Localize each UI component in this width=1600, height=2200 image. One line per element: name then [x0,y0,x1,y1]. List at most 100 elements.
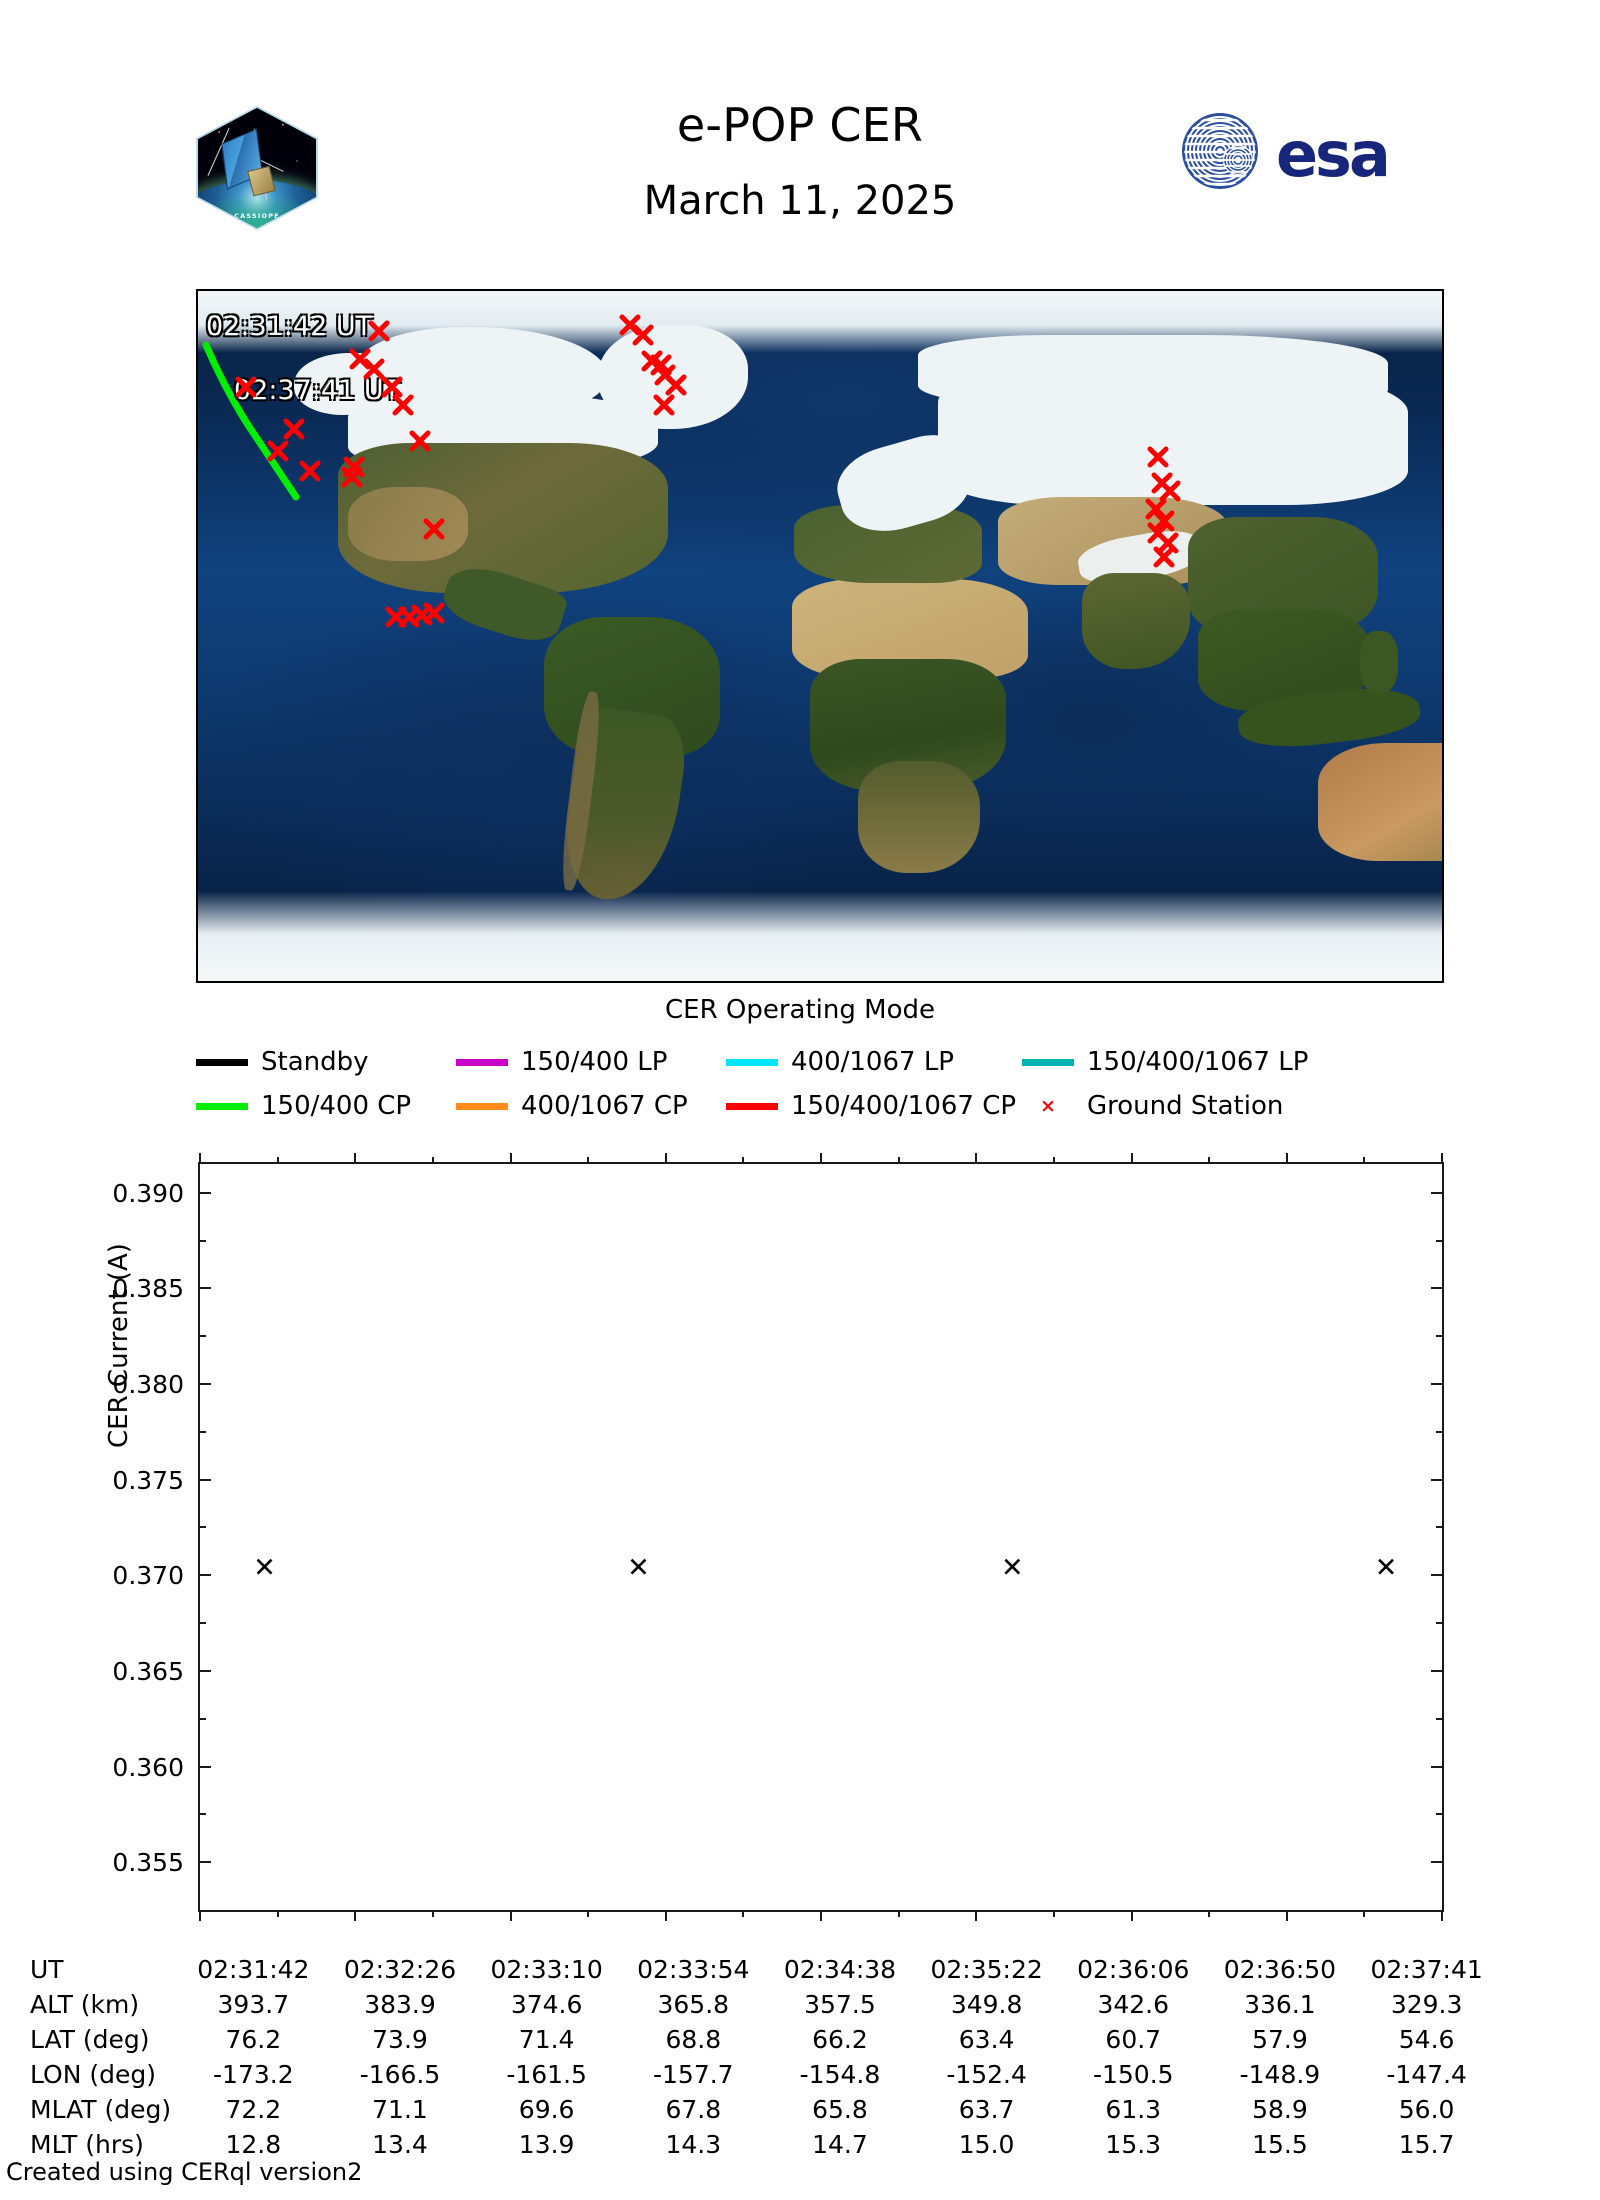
y-axis-minor-tick [1436,1813,1442,1816]
legend-swatch-line-icon [726,1058,778,1066]
table-cell: 13.9 [518,2130,575,2159]
legend-item-150-400-1067-lp[interactable]: 150/400/1067 LP [1022,1047,1308,1077]
table-cell: 71.4 [518,2025,575,2054]
ground-station-marker [653,394,675,416]
x-axis-major-tick [975,1153,978,1164]
y-axis-minor-tick [200,1717,206,1720]
table-row-label: ALT (km) [30,1990,140,2019]
y-axis-tick-label: 0.390 [112,1178,184,1208]
ground-station-marker [283,418,305,440]
ephemeris-table-body: UT 02:31:42 02:32:26 02:33:10 02:33:54 02:34:… [30,1952,1500,2162]
x-axis-minor-tick [431,1157,434,1164]
y-axis-major-tick [200,1478,211,1481]
y-axis-major-tick [1431,1861,1442,1864]
table-row-label: LAT (deg) [30,2025,150,2054]
table-cell: 65.8 [812,2095,868,2124]
legend-item-150-400-cp[interactable]: 150/400 CP [196,1091,456,1121]
land-india [1082,573,1190,669]
ground-station-markers [235,314,1181,628]
y-axis-tick-label: 0.375 [112,1465,184,1495]
y-axis-major-tick [200,1382,211,1385]
ground-station-marker [665,374,687,396]
y-axis-minor-tick [200,1622,206,1625]
ground-station-marker [632,324,654,346]
legend-row-1: Standby 150/400 LP 400/1067 LP 150/400/1… [196,1040,1456,1084]
table-row: MLT (hrs) 12.8 13.4 13.9 14.3 14.7 15.0 15.3 15.… [30,2127,1500,2162]
table-cell: 02:32:26 [343,1955,457,1984]
y-axis-minor-tick [200,1335,206,1338]
track-end-time-label: 02:37:41 UT [234,375,401,406]
esa-wordmark: esa [1276,118,1388,190]
legend-item-ground-station[interactable]: × Ground Station [1022,1091,1283,1121]
table-cell: -147.4 [1386,2060,1467,2089]
table-cell: 383.9 [364,1990,436,2019]
table-cell: 76.2 [225,2025,282,2054]
y-axis-major-tick [1431,1287,1442,1290]
table-cell: 14.7 [812,2130,868,2159]
ground-station-marker [368,320,390,342]
x-axis-minor-tick [897,1910,900,1917]
y-axis-tick-label: 0.360 [112,1752,184,1782]
y-axis-tick-label: 0.380 [112,1369,184,1399]
y-axis-minor-tick [200,1813,206,1816]
ground-station-marker [349,348,371,370]
legend-label: 400/1067 CP [521,1091,688,1121]
ground-station-marker [267,440,289,462]
legend-label: 400/1067 LP [791,1047,954,1077]
x-axis-major-tick [354,1910,357,1921]
cer-current-plot[interactable]: CER Current (A) 0.355 0.360 0.365 0.370 0.37… [104,1153,1444,1921]
y-axis-major-tick [1431,1765,1442,1768]
table-row-label: UT [30,1955,64,1984]
table-cell: 68.8 [665,2025,722,2054]
y-axis-major-tick [200,1669,211,1672]
ground-station-marker [423,602,445,624]
table-cell: 329.3 [1390,1990,1463,2019]
table-cell: 02:33:54 [637,1955,750,1984]
table-cell: -173.2 [213,2060,294,2089]
table-cell: 02:36:06 [1077,1955,1190,1984]
data-point-marker: ✕ [1374,1552,1398,1584]
table-cell: 15.5 [1252,2130,1308,2159]
legend-label: Ground Station [1087,1091,1284,1121]
esa-logo: esa [1168,112,1468,190]
table-row: UT 02:31:42 02:32:26 02:33:10 02:33:54 02:34:… [30,1952,1500,1987]
x-axis-major-tick [820,1153,822,1164]
x-axis-major-tick [199,1153,201,1164]
legend-label: 150/400/1067 CP [791,1091,1017,1121]
x-axis-minor-tick [1208,1157,1211,1164]
table-cell: 15.3 [1105,2130,1162,2159]
data-point-marker: ✕ [627,1552,650,1584]
table-cell: 02:33:10 [490,1955,603,1984]
cassiope-mission-logo: CASSIOPE [195,105,319,231]
y-axis-minor-tick [200,1526,206,1529]
x-axis-major-tick [509,1153,512,1164]
table-cell: 02:35:22 [930,1955,1043,1984]
esa-logo-svg: esa [1182,113,1391,190]
table-cell: 56.0 [1398,2095,1455,2124]
x-axis-minor-tick [1363,1910,1366,1917]
data-point-marker: ✕ [253,1552,276,1584]
x-axis-minor-tick [1208,1910,1211,1917]
world-map-panel[interactable]: 02:31:42 UT 02:37:41 UT [196,289,1444,983]
table-row-label: LON (deg) [30,2060,156,2089]
table-cell: 57.9 [1252,2025,1308,2054]
land-australia [1318,743,1442,861]
y-axis-major-tick [1431,1669,1442,1672]
y-axis-tick-label: 0.355 [112,1848,184,1878]
legend-swatch-line-icon [196,1058,248,1066]
legend-item-400-1067-cp[interactable]: 400/1067 CP [456,1091,726,1121]
legend-swatch-line-icon [1022,1058,1074,1066]
land-russia-north [918,335,1388,407]
legend-item-standby[interactable]: Standby [196,1047,456,1077]
legend-item-150-400-lp[interactable]: 150/400 LP [456,1047,726,1077]
table-cell: -157.7 [653,2060,734,2089]
x-axis-major-tick [199,1910,201,1921]
legend-label: 150/400/1067 LP [1087,1047,1309,1077]
x-axis-major-tick [975,1910,978,1921]
x-axis-minor-tick [1052,1910,1055,1917]
legend-item-150-400-1067-cp[interactable]: 150/400/1067 CP [726,1091,1022,1121]
table-cell: 13.4 [372,2130,428,2159]
legend-item-400-1067-lp[interactable]: 400/1067 LP [726,1047,1022,1077]
y-axis-minor-tick [1436,1430,1442,1433]
ground-station-marker [299,460,321,482]
